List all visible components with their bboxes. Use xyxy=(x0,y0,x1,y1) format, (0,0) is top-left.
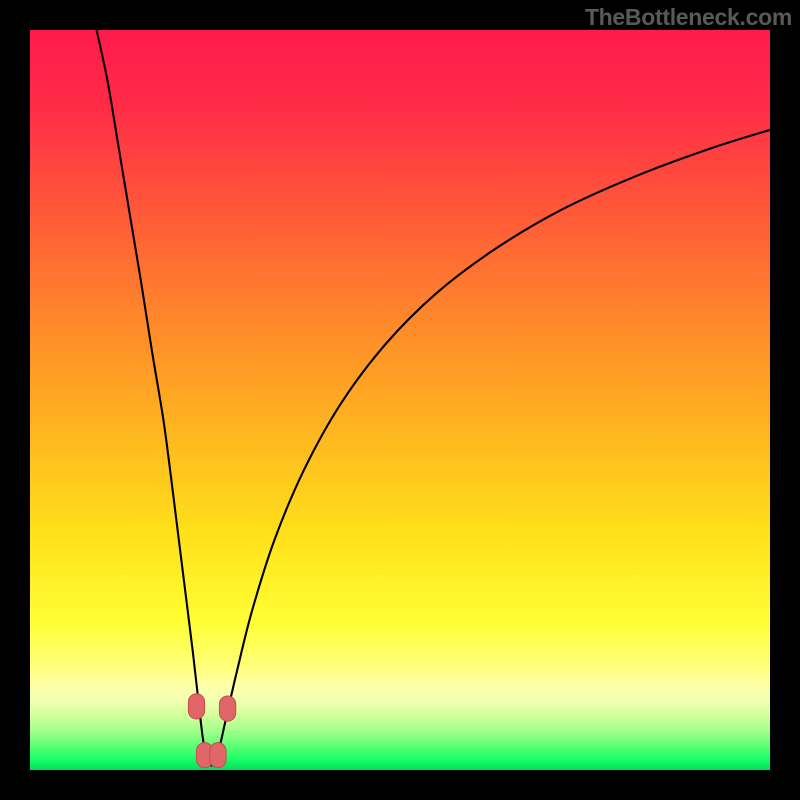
chart-frame: TheBottleneck.com xyxy=(0,0,800,800)
attribution-text: TheBottleneck.com xyxy=(585,4,792,31)
plot-svg xyxy=(30,30,770,770)
curve-marker xyxy=(188,694,204,719)
plot-area xyxy=(30,30,770,770)
curve-marker xyxy=(210,743,226,768)
curve-marker xyxy=(219,696,235,721)
gradient-background xyxy=(30,30,770,770)
